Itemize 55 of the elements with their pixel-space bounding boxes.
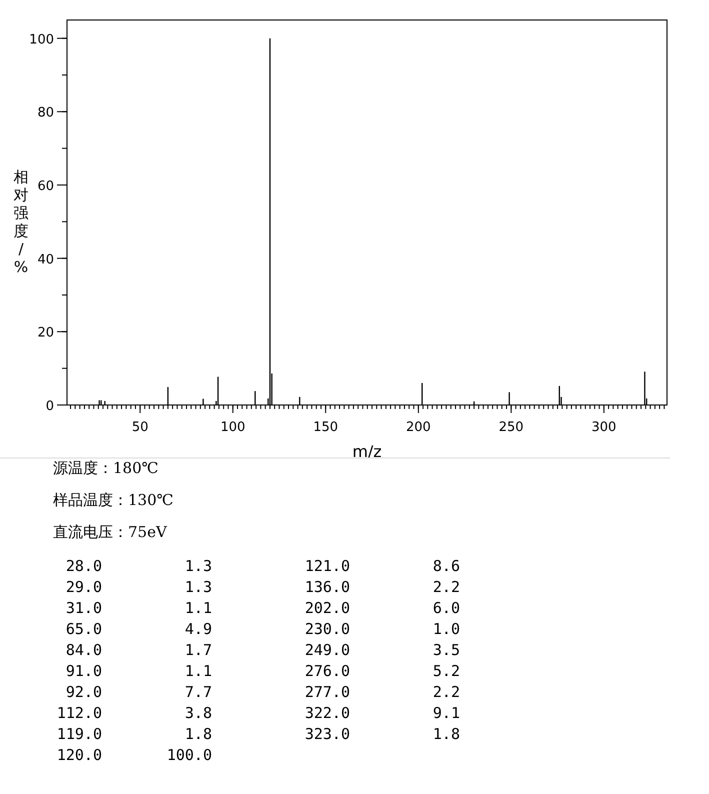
text: 323.0: [304, 725, 350, 743]
text: 3.8: [184, 704, 212, 722]
text: 322.0: [304, 704, 350, 722]
text: 277.0: [304, 683, 350, 701]
x-tick-label: 300: [592, 420, 616, 435]
x-tick-label: 200: [406, 420, 431, 435]
x-tick-label: 250: [498, 420, 524, 435]
text: 31.0: [66, 599, 102, 617]
text: 1.3: [184, 578, 212, 596]
text: 65.0: [66, 620, 102, 638]
text: 源温度：180℃: [53, 459, 158, 477]
text: 1.8: [432, 725, 460, 743]
text: 1.1: [184, 662, 212, 680]
text: 136.0: [304, 578, 350, 596]
text: 1.7: [184, 641, 212, 659]
text: 91.0: [66, 662, 102, 680]
text: 121.0: [304, 557, 350, 575]
text: 249.0: [304, 641, 350, 659]
y-axis-title: 相对强度/%: [14, 168, 28, 276]
y-tick-label: 0: [46, 399, 54, 414]
text: 92.0: [66, 683, 102, 701]
text: 28.0: [66, 557, 102, 575]
text: 5.2: [432, 662, 460, 680]
text: 1.0: [432, 620, 460, 638]
y-tick-label: 20: [37, 326, 54, 341]
text: 6.0: [432, 599, 460, 617]
text: 2.2: [432, 578, 460, 596]
text: 直流电压：75eV: [53, 523, 168, 541]
x-tick-label: 150: [313, 420, 338, 435]
text: 1.3: [184, 557, 212, 575]
text: 112.0: [56, 704, 102, 722]
y-tick-label: 80: [37, 106, 54, 121]
x-tick-label: 100: [220, 420, 246, 435]
text: 4.9: [184, 620, 212, 638]
x-tick-label: 50: [132, 420, 148, 435]
text: 7.7: [184, 683, 212, 701]
text: 8.6: [432, 557, 460, 575]
text: 9.1: [432, 704, 460, 722]
text: 84.0: [66, 641, 102, 659]
text: 1.1: [184, 599, 212, 617]
text: 230.0: [304, 620, 350, 638]
text: 3.5: [432, 641, 460, 659]
text: 2.2: [432, 683, 460, 701]
text: 119.0: [56, 725, 102, 743]
y-tick-label: 60: [37, 179, 54, 194]
x-axis-title: m/z: [352, 442, 382, 461]
text: 1.8: [184, 725, 212, 743]
text: 276.0: [304, 662, 350, 680]
y-tick-label: 40: [37, 252, 54, 268]
text: 100.0: [166, 746, 212, 764]
text: 202.0: [304, 599, 350, 617]
text: 29.0: [66, 578, 102, 596]
y-tick-label: 100: [29, 32, 54, 48]
text: 样品温度：130℃: [53, 491, 174, 509]
text: 120.0: [56, 746, 102, 764]
